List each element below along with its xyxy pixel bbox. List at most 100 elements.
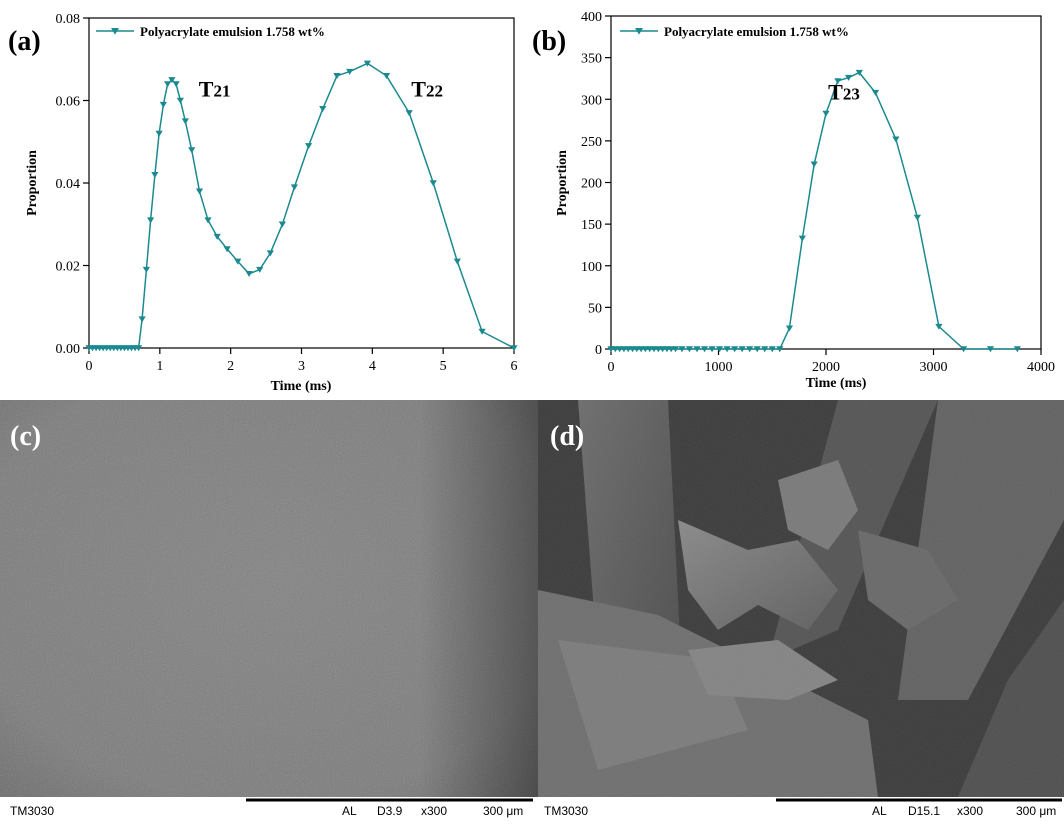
data-point (746, 346, 754, 353)
data-point (429, 180, 437, 187)
data-point (147, 217, 155, 224)
chart-panel-b: (b) 0 1000 2000 3000 4000 0 50 100 150 200 250 300 3… (532, 0, 1064, 400)
plot-frame (88, 17, 515, 349)
peak-annotation: T23 (828, 79, 860, 104)
data-point (234, 258, 242, 265)
scale-label: 300 μm (483, 804, 523, 818)
y-tick-label: 150 (581, 218, 602, 233)
scale-label: 300 μm (1016, 804, 1056, 818)
instrument-label: TM3030 (544, 804, 588, 818)
y-tick-label: 0 (595, 343, 602, 358)
data-point (871, 89, 880, 96)
data-point (134, 345, 143, 352)
data-point (245, 271, 253, 277)
data-point (223, 246, 231, 253)
plot-frame (610, 15, 1042, 350)
mode-label: AL (342, 804, 357, 818)
data-point (168, 77, 176, 84)
panel-label-b: (b) (532, 26, 566, 57)
y-axis-label: Proportion (555, 150, 570, 216)
x-tick-label: 3 (298, 359, 305, 374)
data-point (753, 346, 761, 353)
sem-d-svg: (d) TM3030 AL D15.1 x300 300 μm (538, 400, 1064, 820)
annotations: T21 T22 (199, 76, 443, 101)
data-series (607, 69, 1021, 353)
data-point (708, 346, 716, 353)
x-tick-label: 1000 (705, 360, 733, 375)
data-point (453, 258, 461, 265)
magnification-label: x300 (421, 804, 447, 818)
y-tick-label: 0.08 (56, 12, 81, 27)
sem-grain (538, 400, 1064, 797)
data-point (776, 346, 784, 353)
data-point (304, 143, 313, 150)
data-point (405, 110, 413, 117)
data-point (810, 161, 818, 168)
peak-annotation: T22 (411, 76, 443, 101)
sem-c-svg: (c) TM3030 AL D3.9 x300 300 μm (0, 400, 538, 820)
data-point (204, 217, 212, 224)
x-tick-label: 6 (511, 359, 518, 374)
data-point (478, 328, 486, 335)
y-tick-label: 350 (581, 52, 602, 67)
legend-marker (111, 28, 119, 35)
data-point (678, 346, 686, 353)
chart-a-svg: (a) 0 1 2 3 4 5 6 0.00 0.02 0.04 0.06 0.08 Time (ms… (8, 12, 518, 394)
legend-label: Polyacrylate emulsion 1.758 wt% (664, 24, 849, 39)
x-axis-label: Time (ms) (271, 379, 332, 394)
panel-label-d: (d) (550, 421, 584, 452)
legend-marker (635, 28, 643, 35)
annotations: T23 (828, 79, 860, 104)
data-point (172, 81, 180, 88)
y-tick-label: 0.02 (56, 260, 81, 275)
data-point (181, 118, 189, 125)
axis-ticks: 0 1000 2000 3000 4000 0 50 100 150 200 250 300 350 40… (581, 10, 1055, 375)
legend: Polyacrylate emulsion 1.758 wt% (620, 24, 849, 39)
y-tick-label: 100 (581, 260, 602, 275)
data-point (671, 346, 680, 353)
x-tick-label: 2000 (812, 360, 840, 375)
data-point (892, 136, 900, 143)
y-tick-label: 50 (588, 301, 602, 316)
data-point (256, 266, 264, 273)
y-tick-label: 0.06 (56, 95, 81, 110)
instrument-label: TM3030 (10, 804, 54, 818)
data-point (798, 235, 806, 242)
data-point (155, 130, 163, 137)
legend: Polyacrylate emulsion 1.758 wt% (96, 24, 325, 39)
distance-label: D3.9 (377, 804, 403, 818)
data-point (319, 106, 327, 112)
y-tick-label: 200 (581, 177, 602, 192)
mode-label: AL (872, 804, 887, 818)
data-point (138, 316, 146, 323)
series-line (89, 62, 515, 349)
sem-image-d: (d) TM3030 AL D15.1 x300 300 μm (538, 400, 1064, 820)
data-point (195, 188, 204, 195)
peak-annotation: T21 (199, 76, 231, 101)
data-point (510, 345, 518, 352)
x-tick-label: 4 (369, 359, 376, 374)
data-point (986, 346, 995, 353)
data-point (278, 221, 286, 228)
chart-b-svg: (b) 0 1000 2000 3000 4000 0 50 100 150 200 250 300 3… (532, 10, 1055, 391)
sem-shading (0, 400, 538, 797)
y-tick-label: 250 (581, 135, 602, 150)
data-point (822, 110, 830, 117)
panel-label-c: (c) (10, 421, 41, 452)
data-point (164, 81, 172, 88)
y-tick-label: 0.04 (56, 177, 81, 192)
x-tick-label: 4000 (1027, 360, 1055, 375)
x-tick-label: 0 (86, 359, 93, 374)
data-point (1013, 346, 1021, 353)
panel-label-a: (a) (8, 26, 41, 57)
data-point (738, 346, 746, 353)
x-tick-label: 1 (156, 359, 163, 374)
x-tick-label: 2 (227, 359, 234, 374)
data-point (266, 250, 274, 257)
data-point (382, 73, 391, 79)
data-series (85, 60, 518, 352)
y-axis-label: Proportion (25, 150, 40, 216)
data-point (785, 325, 794, 332)
legend-label: Polyacrylate emulsion 1.758 wt% (140, 24, 325, 39)
x-tick-label: 3000 (920, 360, 948, 375)
